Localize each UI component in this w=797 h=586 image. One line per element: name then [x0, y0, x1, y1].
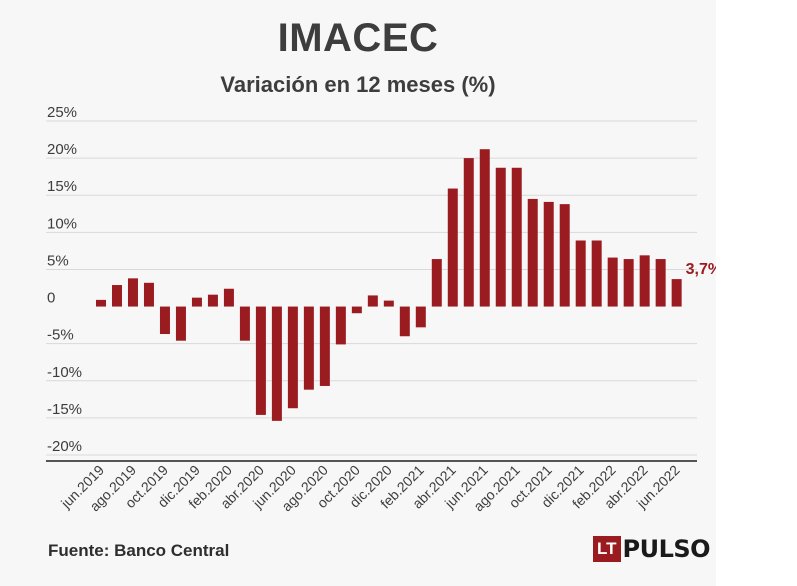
- bar: [607, 257, 618, 307]
- bar: [175, 306, 186, 341]
- bar: [351, 306, 362, 314]
- y-tick-label: 10%: [47, 215, 77, 232]
- grid-lines: [46, 120, 697, 456]
- bars: [96, 149, 682, 421]
- bar: [639, 255, 650, 307]
- bar: [383, 300, 394, 307]
- bar: [543, 201, 554, 307]
- bar: [527, 198, 538, 307]
- y-tick-label: -15%: [47, 401, 82, 418]
- bar: [159, 306, 170, 335]
- y-axis-ticks: 25% 20% 15% 10% 5% 0 -5% -10% -15% -20%: [47, 104, 82, 455]
- data-label: 3,7%: [686, 261, 716, 278]
- bar: [495, 167, 506, 307]
- y-tick-label: -10%: [47, 364, 82, 381]
- bar: [335, 306, 346, 345]
- bar: [127, 278, 138, 307]
- logo-wordmark: PULSO: [622, 535, 711, 563]
- bar: [239, 306, 250, 341]
- bar: [191, 297, 202, 307]
- bar: [303, 306, 314, 390]
- bar: [559, 204, 570, 307]
- source-note: Fuente: Banco Central: [48, 541, 230, 560]
- bar: [575, 240, 586, 307]
- annotations: 3,7%: [686, 261, 716, 278]
- bar: [415, 306, 426, 328]
- bar: [271, 306, 282, 421]
- bar: [255, 306, 266, 415]
- chart-card: IMACEC Variación en 12 meses (%) 25% 20% 1…: [46, 16, 716, 563]
- bar: [319, 306, 330, 386]
- bar: [223, 288, 234, 307]
- y-tick-label: 25%: [47, 104, 77, 121]
- y-tick-label: 15%: [47, 178, 77, 195]
- bar: [447, 188, 458, 307]
- y-tick-label: 5%: [47, 252, 69, 269]
- bar: [623, 259, 634, 307]
- bar: [463, 158, 474, 307]
- bar: [655, 259, 666, 307]
- bar: [111, 285, 122, 307]
- bar: [431, 259, 442, 307]
- y-tick-label: -20%: [47, 438, 82, 455]
- x-axis-ticks: jun.2019ago.2019oct.2019dic.2019feb.2020…: [57, 462, 683, 515]
- bar: [511, 167, 522, 307]
- bar: [287, 306, 298, 409]
- chart-subtitle: Variación en 12 meses (%): [220, 72, 496, 97]
- bar: [207, 294, 218, 307]
- y-tick-label: -5%: [47, 327, 74, 344]
- bar: [399, 306, 410, 337]
- pulso-logo: LT PULSO: [593, 535, 711, 563]
- y-tick-label: 20%: [47, 141, 77, 158]
- logo-badge: LT: [593, 536, 621, 562]
- bar-chart: 25% 20% 15% 10% 5% 0 -5% -10% -15% -20% jun.2019a…: [46, 104, 716, 515]
- bar: [96, 299, 106, 307]
- bar: [367, 295, 378, 307]
- chart-title: IMACEC: [277, 16, 439, 60]
- bar: [671, 279, 682, 307]
- y-tick-label: 0: [47, 290, 55, 307]
- bar: [479, 149, 490, 307]
- bar: [143, 282, 154, 307]
- bar: [591, 240, 602, 307]
